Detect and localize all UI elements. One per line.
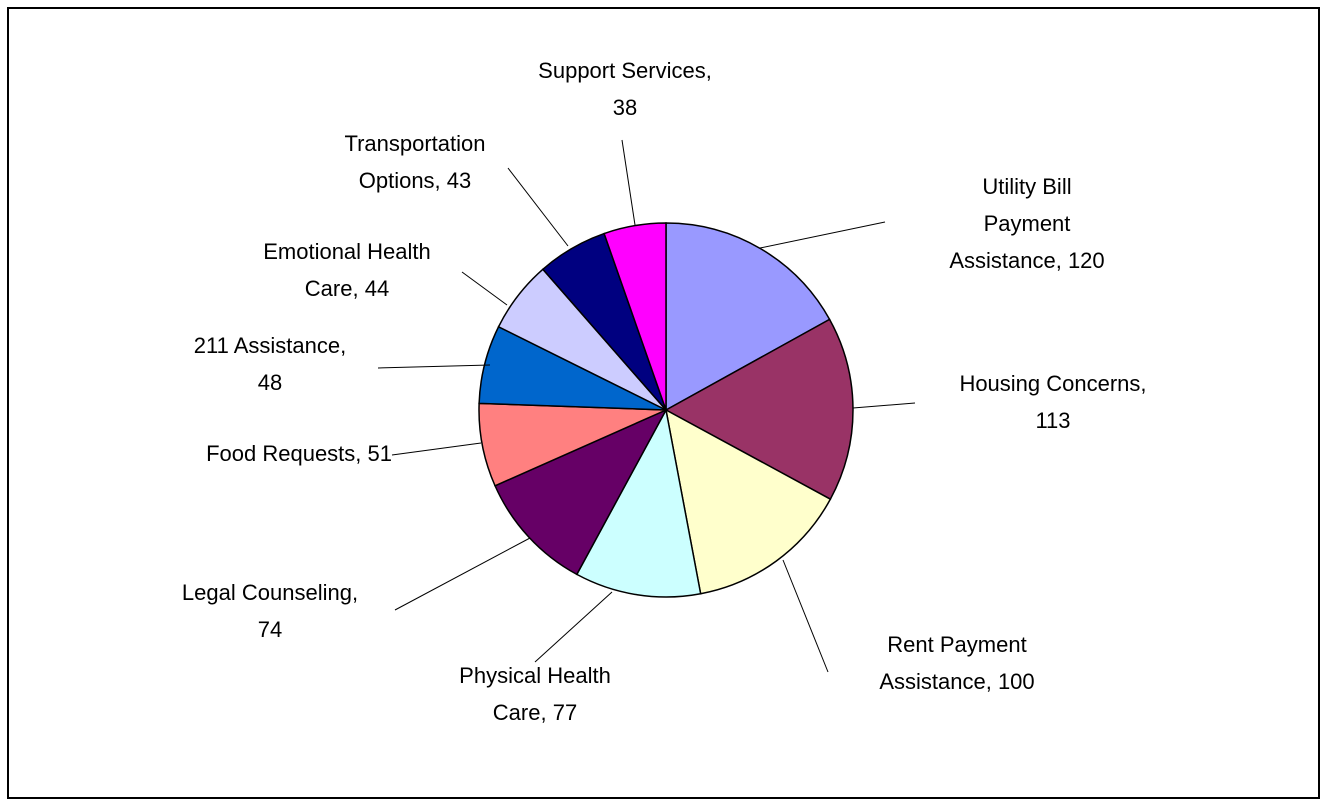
label-line: Housing Concerns, [959, 371, 1146, 396]
leader-line [759, 221, 886, 249]
label-line: Legal Counseling, [182, 580, 358, 605]
data-label: Legal Counseling, 74 [182, 580, 358, 642]
leader-line [394, 537, 531, 611]
label-line: Options, 43 [359, 168, 472, 193]
pie-slice [665, 222, 831, 412]
label-line: Physical Health [459, 663, 611, 688]
leader-line [377, 364, 491, 369]
data-label: Support Services, 38 [538, 58, 712, 120]
label-line: 48 [258, 370, 282, 395]
data-label: Emotional Health Care, 44 [263, 239, 431, 301]
label-line: Assistance, 100 [879, 669, 1034, 694]
label-line: Utility Bill [982, 174, 1071, 199]
label-line: Care, 44 [305, 276, 389, 301]
pie-slice [603, 222, 667, 411]
label-line: 74 [258, 617, 282, 642]
label-line: 38 [613, 95, 637, 120]
label-line: Care, 77 [493, 700, 577, 725]
data-label: Food Requests, 51 [206, 441, 392, 466]
label-line: Assistance, 120 [949, 248, 1104, 273]
data-label: 211 Assistance, 48 [194, 333, 346, 395]
pie-slice [664, 318, 854, 501]
leader-line [507, 167, 569, 247]
leader-line [461, 271, 508, 306]
pie-slice [575, 407, 702, 598]
leader-line [621, 139, 636, 226]
label-line: 113 [1035, 408, 1070, 433]
leader-line [391, 442, 482, 456]
leader-line [534, 591, 613, 663]
data-label: Physical Health Care, 77 [459, 663, 611, 725]
pie-slice [494, 408, 668, 576]
data-label: Housing Concerns, 113 [959, 371, 1146, 433]
data-label: Transportation Options, 43 [344, 131, 485, 193]
label-line: Payment [984, 211, 1071, 236]
label-line: Rent Payment [887, 632, 1026, 657]
data-label: Utility Bill Payment Assistance, 120 [949, 174, 1104, 273]
label-line: Emotional Health [263, 239, 431, 264]
label-line: Transportation [344, 131, 485, 156]
leader-line [782, 559, 829, 673]
label-line: Food Requests, 51 [206, 441, 392, 466]
label-line: Support Services, [538, 58, 712, 83]
label-line: 211 Assistance, [194, 333, 346, 358]
data-label: Rent Payment Assistance, 100 [879, 632, 1034, 694]
pie-slice [664, 408, 832, 595]
leader-line [852, 402, 916, 409]
